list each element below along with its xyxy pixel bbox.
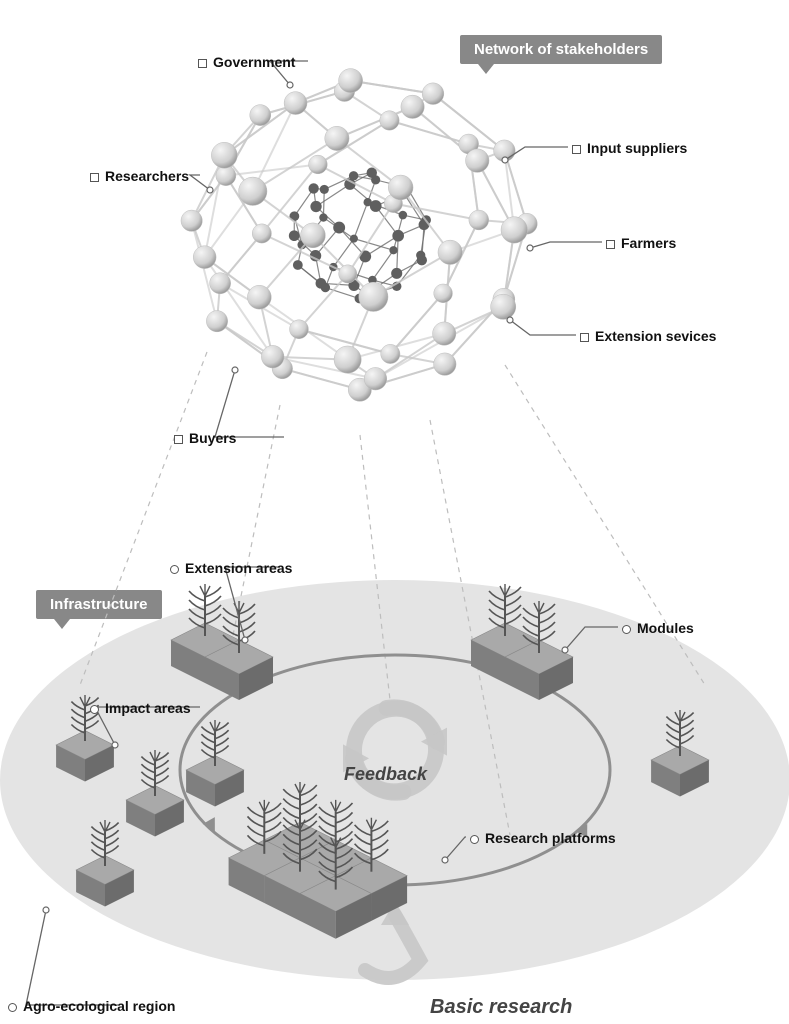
circle-marker-icon [170,565,179,574]
square-marker-icon [580,333,589,342]
callout-extension: Extension sevices [580,328,716,344]
callout-impact-areas: Impact areas [90,700,191,716]
callout-research-platforms: Research platforms [470,830,616,846]
square-marker-icon [90,173,99,182]
callout-text: Buyers [189,430,236,446]
callout-text: Modules [637,620,694,636]
callout-text: Extension sevices [595,328,716,344]
callout-text: Government [213,54,295,70]
callout-farmers: Farmers [606,235,676,251]
circle-marker-icon [90,705,99,714]
diagram-stage: Network of stakeholders Infrastructure F… [0,0,789,1024]
callout-text: Input suppliers [587,140,687,156]
callout-researchers: Researchers [90,168,189,184]
callout-text: Impact areas [105,700,191,716]
callout-buyers: Buyers [174,430,236,446]
square-marker-icon [174,435,183,444]
basic-research-label: Basic research [430,996,572,1019]
callout-extension-areas: Extension areas [170,560,292,576]
callout-agro-ecological: Agro-ecological region [8,998,175,1014]
callout-government: Government [198,54,295,70]
callout-text: Agro-ecological region [23,998,175,1014]
callout-text: Research platforms [485,830,616,846]
feedback-label: Feedback [344,764,427,785]
circle-marker-icon [622,625,631,634]
callout-modules: Modules [622,620,694,636]
circle-marker-icon [8,1003,17,1012]
square-marker-icon [572,145,581,154]
callout-text: Farmers [621,235,676,251]
callout-input-suppliers: Input suppliers [572,140,687,156]
callout-text: Extension areas [185,560,292,576]
square-marker-icon [198,59,207,68]
circle-marker-icon [470,835,479,844]
square-marker-icon [606,240,615,249]
callout-text: Researchers [105,168,189,184]
